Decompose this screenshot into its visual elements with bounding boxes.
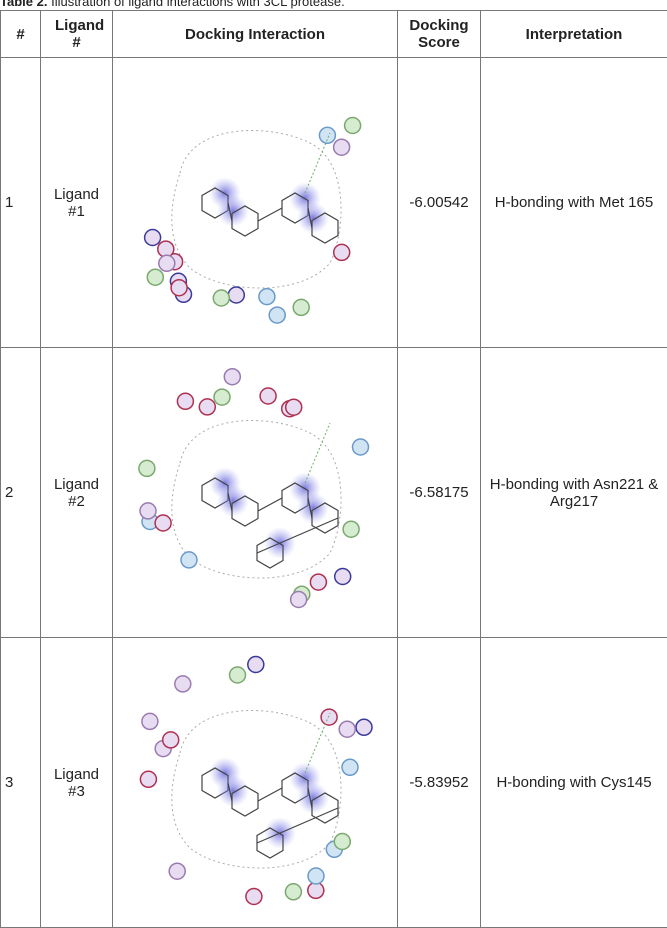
solvent-blob <box>297 492 329 524</box>
ligand-name: Ligand #2 <box>41 348 113 638</box>
residue <box>163 731 179 747</box>
residue <box>175 675 191 691</box>
residue <box>286 399 302 415</box>
residue <box>159 255 175 271</box>
residue <box>169 863 185 879</box>
residue <box>181 551 197 567</box>
interpretation: H-bonding with Asn221 & Arg217 <box>481 348 667 638</box>
residue <box>269 307 285 323</box>
solvent-blob <box>217 485 249 517</box>
page: Table 2. Illustration of ligand interact… <box>0 0 667 907</box>
header-cell: Docking Interaction <box>113 11 398 58</box>
residue <box>321 709 337 725</box>
residue <box>228 287 244 303</box>
residue <box>246 888 262 904</box>
ligand-name: Ligand #1 <box>41 58 113 348</box>
residue <box>308 882 324 898</box>
residue <box>353 439 369 455</box>
caption: Table 2. Illustration of ligand interact… <box>0 0 345 9</box>
docking-score: -5.83952 <box>398 638 481 928</box>
caption-text: Illustration of ligand interactions with… <box>51 0 345 9</box>
row-number: 3 <box>1 638 41 928</box>
table: # Ligand # Docking Interaction Docking S… <box>0 10 667 928</box>
residue <box>335 568 351 584</box>
residue <box>147 269 163 285</box>
residue <box>308 868 324 884</box>
bond <box>258 208 282 221</box>
row-number: 2 <box>1 348 41 638</box>
solvent-blob <box>297 782 329 814</box>
docking-score: -6.58175 <box>398 348 481 638</box>
solvent-blob <box>217 195 249 227</box>
residue <box>230 667 246 683</box>
interaction-cell <box>113 348 398 638</box>
solvent-blob <box>297 202 329 234</box>
residue <box>334 139 350 155</box>
residue <box>285 883 301 899</box>
header-cell: Ligand # <box>41 11 113 58</box>
bond <box>258 788 282 801</box>
residue <box>334 833 350 849</box>
solvent-blob <box>217 775 249 807</box>
residue <box>142 713 158 729</box>
residue <box>319 127 335 143</box>
docking-score: -6.00542 <box>398 58 481 348</box>
docking-diagram <box>120 63 390 343</box>
residue <box>342 759 358 775</box>
row-number: 1 <box>1 58 41 348</box>
residue <box>334 244 350 260</box>
residue <box>293 299 309 315</box>
residue <box>310 574 326 590</box>
header-row: # Ligand # Docking Interaction Docking S… <box>1 11 667 58</box>
residue <box>345 117 361 133</box>
ligand-name: Ligand #3 <box>41 638 113 928</box>
docking-diagram <box>120 353 390 633</box>
residue <box>199 398 215 414</box>
residue <box>260 388 276 404</box>
residue <box>214 389 230 405</box>
residue <box>356 719 372 735</box>
interaction-cell <box>113 58 398 348</box>
h-bond <box>305 423 330 483</box>
residue <box>140 502 156 518</box>
header-cell: Docking Score <box>398 11 481 58</box>
interpretation: H-bonding with Met 165 <box>481 58 667 348</box>
residue <box>248 656 264 672</box>
header-cell: # <box>1 11 41 58</box>
residue <box>259 288 275 304</box>
residue <box>213 290 229 306</box>
interaction-cell <box>113 638 398 928</box>
interpretation: H-bonding with Cys145 <box>481 638 667 928</box>
residue <box>343 521 359 537</box>
residue <box>177 393 193 409</box>
residue <box>139 460 155 476</box>
docking-diagram <box>120 643 390 923</box>
residue <box>145 229 161 245</box>
caption-label: Table 2. <box>0 0 47 9</box>
residue <box>140 771 156 787</box>
header-cell: Interpretation <box>481 11 667 58</box>
residue <box>291 591 307 607</box>
residue <box>224 368 240 384</box>
residue <box>171 279 187 295</box>
residue <box>155 515 171 531</box>
bond <box>258 498 282 511</box>
residue <box>339 721 355 737</box>
